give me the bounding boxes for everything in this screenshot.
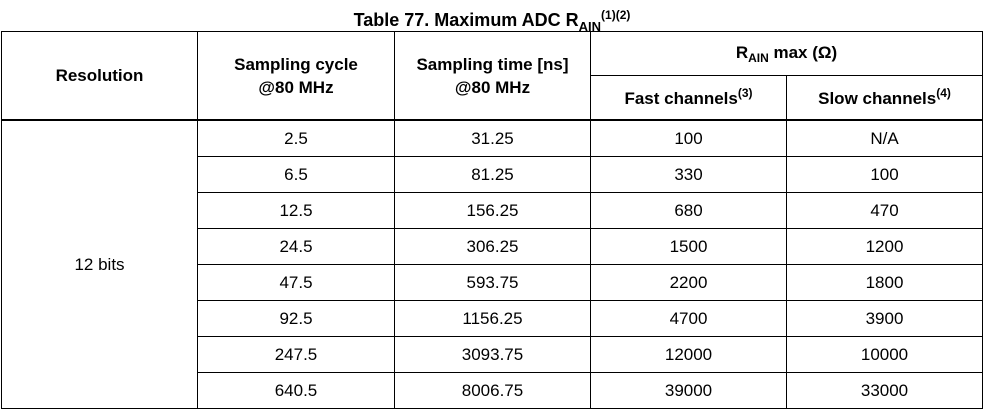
header-fast-channels: Fast channels(3): [590, 75, 787, 121]
table-row: 12 bits 2.5 31.25 100 N/A: [1, 119, 984, 409]
header-sampling-time: Sampling time [ns] @80 MHz: [394, 31, 591, 121]
cell-sampling-cycle: 12.5: [197, 192, 395, 229]
header-sampling-time-line1: Sampling time [ns]: [416, 54, 569, 74]
table-row: 47.5 593.75 2200 1800: [2, 264, 984, 301]
cell-sampling-cycle: 247.5: [197, 336, 395, 373]
cell-sampling-cycle: 6.5: [197, 156, 395, 193]
table-title-subscript: AIN: [578, 19, 602, 34]
table-row: 12.5 156.25 680 470: [2, 192, 984, 229]
header-slow-channels-label: Slow channels: [818, 89, 937, 108]
header-row-2: Fast channels(3) Slow channels(4): [2, 75, 984, 121]
header-rain-max: RAIN max (Ω): [589, 31, 984, 76]
cell-sampling-time: 81.25: [394, 156, 591, 193]
cell-sampling-cycle: 2.5: [197, 119, 395, 157]
cell-slow-channels: 100: [785, 156, 984, 193]
table-row: 640.5 8006.75 39000 33000: [2, 372, 984, 409]
cell-slow-channels: 33000: [785, 372, 984, 409]
header-resolution: Resolution: [1, 31, 198, 121]
cell-fast-channels: 1500: [590, 228, 787, 265]
cell-sampling-time: 31.25: [394, 119, 591, 157]
header-rain-subscript: AIN: [748, 50, 769, 65]
cell-sampling-time: 156.25: [394, 192, 591, 229]
cell-slow-channels: 470: [785, 192, 984, 229]
cell-sampling-time: 1156.25: [394, 300, 591, 337]
cell-slow-channels: N/A: [785, 119, 984, 157]
cell-sampling-time: 8006.75: [394, 372, 591, 409]
table-header: Resolution Sampling cycle @80 MHz Sampli…: [1, 31, 984, 121]
table-title-text: Table 77. Maximum ADC R: [353, 10, 579, 30]
cell-sampling-cycle: 92.5: [197, 300, 395, 337]
cell-sampling-cycle: 640.5: [197, 372, 395, 409]
header-fast-channels-label: Fast channels: [624, 89, 738, 108]
cell-sampling-time: 306.25: [394, 228, 591, 265]
adc-rain-table: Resolution Sampling cycle @80 MHz Sampli…: [1, 31, 984, 409]
header-slow-channels-footnote: (4): [936, 86, 951, 100]
table-row: 24.5 306.25 1500 1200: [2, 228, 984, 265]
header-sampling-cycle-line2: @80 MHz: [258, 77, 334, 97]
cell-sampling-cycle: 24.5: [197, 228, 395, 265]
table-title-footnote-refs: (1)(2): [601, 8, 631, 22]
cell-fast-channels: 4700: [590, 300, 787, 337]
cell-fast-channels: 2200: [590, 264, 787, 301]
header-fast-channels-footnote: (3): [737, 86, 753, 100]
header-row-1: Resolution Sampling cycle @80 MHz Sampli…: [1, 31, 984, 121]
cell-slow-channels: 10000: [785, 336, 984, 373]
table-row: 247.5 3093.75 12000 10000: [2, 336, 984, 373]
cell-sampling-cycle: 47.5: [197, 264, 395, 301]
cell-sampling-time: 3093.75: [394, 336, 591, 373]
header-rain-suffix: max (Ω): [768, 42, 838, 62]
resolution-cell: 12 bits: [1, 119, 198, 409]
table-title: Table 77. Maximum ADC RAIN(1)(2): [0, 3, 984, 39]
cell-fast-channels: 12000: [590, 336, 787, 373]
cell-slow-channels: 1200: [785, 228, 984, 265]
table-row: 6.5 81.25 330 100: [2, 156, 984, 193]
cell-slow-channels: 3900: [785, 300, 984, 337]
table-body: 12 bits 2.5 31.25 100 N/A 6.5 81.25 330 …: [1, 119, 984, 409]
cell-fast-channels: 680: [590, 192, 787, 229]
cell-sampling-time: 593.75: [394, 264, 591, 301]
header-slow-channels: Slow channels(4): [785, 75, 984, 121]
header-sampling-time-line2: @80 MHz: [454, 77, 531, 97]
cell-fast-channels: 100: [590, 119, 787, 157]
header-sampling-cycle: Sampling cycle @80 MHz: [197, 31, 395, 121]
cell-fast-channels: 330: [590, 156, 787, 193]
header-rain-prefix: R: [735, 42, 749, 62]
cell-slow-channels: 1800: [785, 264, 984, 301]
cell-fast-channels: 39000: [590, 372, 787, 409]
header-sampling-cycle-line1: Sampling cycle: [234, 54, 358, 74]
